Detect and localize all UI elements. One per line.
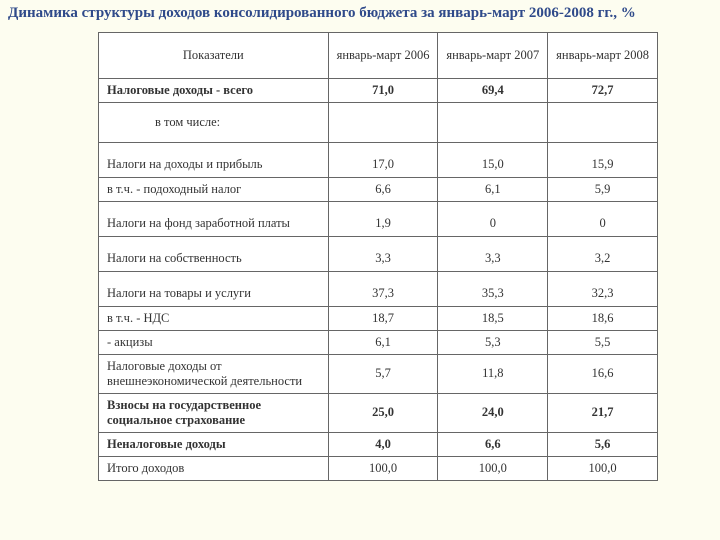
- col-indicator: Показатели: [99, 32, 329, 78]
- row-value: 6,1: [438, 177, 548, 201]
- table-row: Налоги на товары и услуги37,335,332,3: [99, 271, 658, 306]
- row-value: 5,9: [548, 177, 658, 201]
- table-row: - акцизы6,15,35,5: [99, 330, 658, 354]
- row-label: Взносы на государственное социальное стр…: [99, 393, 329, 432]
- row-value: 5,3: [438, 330, 548, 354]
- row-value: 100,0: [328, 456, 438, 480]
- row-value: 17,0: [328, 142, 438, 177]
- table-container: Показатели январь-март 2006 январь-март …: [0, 32, 720, 481]
- row-label: Налоги на товары и услуги: [99, 271, 329, 306]
- row-value: 11,8: [438, 354, 548, 393]
- row-label: Налоги на собственность: [99, 236, 329, 271]
- row-value: 18,6: [548, 306, 658, 330]
- row-value: 69,4: [438, 78, 548, 102]
- row-label: Налоговые доходы от внешнеэкономической …: [99, 354, 329, 393]
- row-value: 15,0: [438, 142, 548, 177]
- row-value: 71,0: [328, 78, 438, 102]
- col-2007: январь-март 2007: [438, 32, 548, 78]
- row-label: в т.ч. - подоходный налог: [99, 177, 329, 201]
- row-value: 0: [438, 201, 548, 236]
- table-row: Неналоговые доходы4,06,65,6: [99, 432, 658, 456]
- table-row: в том числе:: [99, 102, 658, 142]
- row-value: 6,6: [328, 177, 438, 201]
- table-row: Налоговые доходы от внешнеэкономической …: [99, 354, 658, 393]
- row-value: 5,6: [548, 432, 658, 456]
- row-value: 37,3: [328, 271, 438, 306]
- row-value: 72,7: [548, 78, 658, 102]
- row-label: Налоги на фонд заработной платы: [99, 201, 329, 236]
- row-value: 3,3: [328, 236, 438, 271]
- row-value: 18,5: [438, 306, 548, 330]
- row-value: [438, 102, 548, 142]
- table-row: в т.ч. - подоходный налог6,66,15,9: [99, 177, 658, 201]
- row-value: 24,0: [438, 393, 548, 432]
- table-row: в т.ч. - НДС18,718,518,6: [99, 306, 658, 330]
- row-value: 6,6: [438, 432, 548, 456]
- row-value: 6,1: [328, 330, 438, 354]
- table-row: Налоги на собственность3,33,33,2: [99, 236, 658, 271]
- row-value: 5,5: [548, 330, 658, 354]
- row-label: Налоги на доходы и прибыль: [99, 142, 329, 177]
- row-label: Неналоговые доходы: [99, 432, 329, 456]
- row-value: 18,7: [328, 306, 438, 330]
- table-row: Налоги на доходы и прибыль17,015,015,9: [99, 142, 658, 177]
- row-label: Итого доходов: [99, 456, 329, 480]
- row-value: 3,2: [548, 236, 658, 271]
- table-row: Взносы на государственное социальное стр…: [99, 393, 658, 432]
- row-label: в том числе:: [99, 102, 329, 142]
- row-value: 0: [548, 201, 658, 236]
- col-2006: январь-март 2006: [328, 32, 438, 78]
- page-title: Динамика структуры доходов консолидирова…: [0, 0, 720, 32]
- row-value: 5,7: [328, 354, 438, 393]
- row-value: 35,3: [438, 271, 548, 306]
- row-label: - акцизы: [99, 330, 329, 354]
- row-value: [328, 102, 438, 142]
- row-value: [548, 102, 658, 142]
- table-row: Налоги на фонд заработной платы1,900: [99, 201, 658, 236]
- budget-table: Показатели январь-март 2006 январь-март …: [98, 32, 658, 481]
- table-header-row: Показатели январь-март 2006 январь-март …: [99, 32, 658, 78]
- row-value: 32,3: [548, 271, 658, 306]
- row-value: 100,0: [438, 456, 548, 480]
- row-value: 21,7: [548, 393, 658, 432]
- row-value: 1,9: [328, 201, 438, 236]
- row-value: 15,9: [548, 142, 658, 177]
- row-value: 4,0: [328, 432, 438, 456]
- table-row: Итого доходов100,0100,0100,0: [99, 456, 658, 480]
- row-label: Налоговые доходы - всего: [99, 78, 329, 102]
- row-value: 25,0: [328, 393, 438, 432]
- col-2008: январь-март 2008: [548, 32, 658, 78]
- table-row: Налоговые доходы - всего71,069,472,7: [99, 78, 658, 102]
- row-label: в т.ч. - НДС: [99, 306, 329, 330]
- row-value: 3,3: [438, 236, 548, 271]
- row-value: 100,0: [548, 456, 658, 480]
- row-value: 16,6: [548, 354, 658, 393]
